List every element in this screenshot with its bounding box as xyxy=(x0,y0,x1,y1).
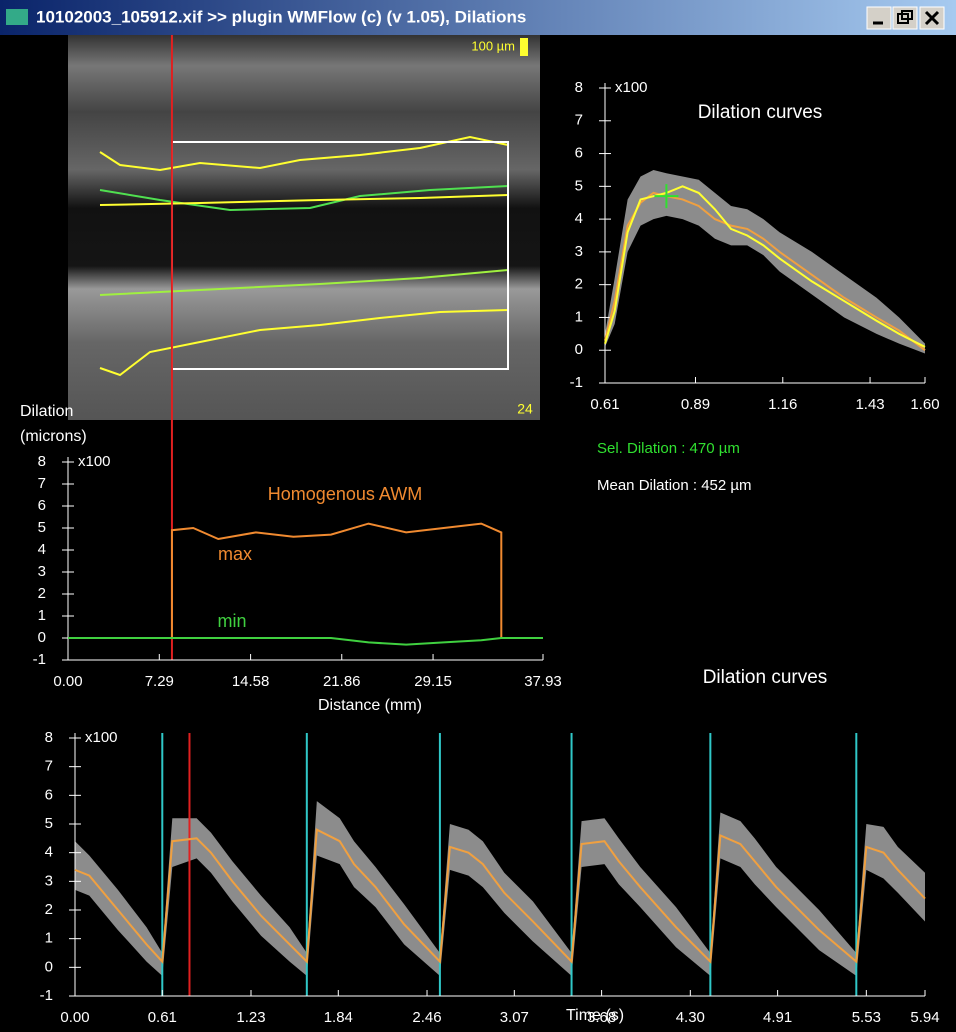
y-tick-label: 7 xyxy=(38,475,46,492)
y-tick-label: 2 xyxy=(45,901,53,918)
x-tick-label: 0.89 xyxy=(681,396,710,413)
y-tick-label: 0 xyxy=(45,958,53,975)
y-tick-label: -1 xyxy=(570,374,583,391)
x-tick-label: 0.00 xyxy=(53,673,82,690)
y-tick-label: 2 xyxy=(38,585,46,602)
y-tick-label: 5 xyxy=(575,177,583,194)
y-tick-label: 4 xyxy=(45,844,53,861)
x-tick-label: 7.29 xyxy=(145,673,174,690)
y-axis-label: (microns) xyxy=(20,428,87,445)
y-tick-label: 5 xyxy=(38,519,46,536)
y-tick-label: 4 xyxy=(38,541,46,558)
x-tick-label: 0.00 xyxy=(60,1009,89,1026)
y-tick-label: 1 xyxy=(45,930,53,947)
y-tick-label: 4 xyxy=(575,210,583,227)
x-tick-label: 5.94 xyxy=(910,1009,939,1026)
x-axis-label: Distance (mm) xyxy=(318,697,422,714)
y-axis-label: Dilation xyxy=(20,403,73,420)
y-tick-label: -1 xyxy=(33,651,46,668)
restore-button[interactable] xyxy=(893,7,917,29)
y-multiplier: x100 xyxy=(85,729,118,746)
x-axis-label: Time (s) xyxy=(566,1007,624,1024)
annotation: Sel. Dilation : 470 µm xyxy=(597,440,740,457)
x-tick-label: 0.61 xyxy=(148,1009,177,1026)
annotation: Mean Dilation : 452 µm xyxy=(597,477,752,494)
x-tick-label: 3.07 xyxy=(500,1009,529,1026)
y-tick-label: 2 xyxy=(575,276,583,293)
close-button[interactable] xyxy=(920,7,944,29)
page: 10102003_105912.xif >> plugin WMFlow (c)… xyxy=(0,0,956,1032)
y-multiplier: x100 xyxy=(615,79,648,96)
x-tick-label: 1.16 xyxy=(768,396,797,413)
annotation: min xyxy=(217,611,246,631)
y-tick-label: 5 xyxy=(45,815,53,832)
y-tick-label: 0 xyxy=(575,341,583,358)
window-title: 10102003_105912.xif >> plugin WMFlow (c)… xyxy=(36,7,526,26)
x-tick-label: 37.93 xyxy=(524,673,562,690)
x-tick-label: 1.23 xyxy=(236,1009,265,1026)
frame-label: 24 xyxy=(517,401,533,417)
x-tick-label: 4.91 xyxy=(763,1009,792,1026)
y-tick-label: -1 xyxy=(40,987,53,1004)
y-tick-label: 0 xyxy=(38,629,46,646)
chart-title: Dilation curves xyxy=(703,667,828,688)
x-tick-label: 1.84 xyxy=(324,1009,353,1026)
x-tick-label: 14.58 xyxy=(232,673,270,690)
y-tick-label: 8 xyxy=(45,729,53,746)
y-tick-label: 1 xyxy=(575,308,583,325)
y-tick-label: 1 xyxy=(38,607,46,624)
minimize-button[interactable] xyxy=(867,7,891,29)
y-tick-label: 7 xyxy=(45,758,53,775)
y-tick-label: 6 xyxy=(575,145,583,162)
y-tick-label: 3 xyxy=(45,872,53,889)
y-tick-label: 8 xyxy=(575,79,583,96)
app-icon xyxy=(6,9,28,25)
x-tick-label: 5.53 xyxy=(852,1009,881,1026)
y-tick-label: 6 xyxy=(45,786,53,803)
chart-title: Dilation curves xyxy=(698,102,823,123)
y-tick-label: 3 xyxy=(38,563,46,580)
annotation: max xyxy=(218,544,252,564)
annotation: Homogenous AWM xyxy=(268,484,422,504)
y-tick-label: 3 xyxy=(575,243,583,260)
y-multiplier: x100 xyxy=(78,453,111,470)
y-tick-label: 6 xyxy=(38,497,46,514)
x-tick-label: 0.61 xyxy=(590,396,619,413)
y-tick-label: 7 xyxy=(575,112,583,129)
y-tick-label: 8 xyxy=(38,453,46,470)
x-tick-label: 21.86 xyxy=(323,673,361,690)
window: 10102003_105912.xif >> plugin WMFlow (c)… xyxy=(0,0,956,1032)
x-tick-label: 1.60 xyxy=(910,396,939,413)
scale-label: 100 µm xyxy=(471,38,515,53)
x-tick-label: 4.30 xyxy=(676,1009,705,1026)
x-tick-label: 1.43 xyxy=(855,396,884,413)
x-tick-label: 2.46 xyxy=(412,1009,441,1026)
x-tick-label: 29.15 xyxy=(414,673,452,690)
ultrasound-image: 100 µm 24 xyxy=(68,35,540,420)
